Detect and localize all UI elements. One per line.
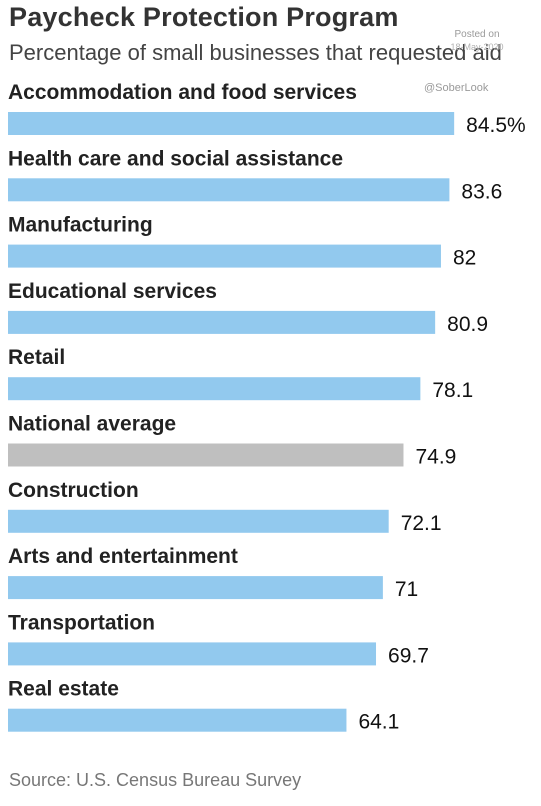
value-label-construction: 72.1 [401, 512, 442, 535]
value-label-health-care-and-social-assistance: 83.6 [461, 180, 502, 203]
value-label-transportation: 69.7 [388, 644, 429, 667]
category-label-construction: Construction [8, 479, 139, 502]
value-label-manufacturing: 82 [453, 247, 476, 270]
category-label-accommodation-and-food-services: Accommodation and food services [8, 81, 357, 104]
category-label-health-care-and-social-assistance: Health care and social assistance [8, 147, 343, 170]
bar-chart: Accommodation and food services 84.5% Heal… [8, 81, 526, 734]
bar-manufacturing [8, 244, 441, 268]
category-label-transportation: Transportation [8, 611, 155, 634]
category-label-real-estate: Real estate [8, 678, 119, 701]
watermark-posted: Posted on [454, 29, 500, 40]
chart-title: Paycheck Protection Program [9, 2, 399, 32]
bar-health-care-and-social-assistance [8, 178, 450, 202]
value-label-accommodation-and-food-services: 84.5% [466, 114, 526, 137]
value-label-national-average: 74.9 [415, 446, 456, 469]
watermark: Posted on 18-May-2020 [422, 28, 532, 54]
bar-retail [8, 377, 421, 401]
category-label-retail: Retail [8, 346, 65, 369]
bar-transportation [8, 642, 377, 666]
category-label-educational-services: Educational services [8, 280, 217, 303]
value-label-real-estate: 64.1 [358, 711, 399, 734]
source-note: Source: U.S. Census Bureau Survey [9, 770, 302, 790]
bar-real-estate [8, 708, 347, 732]
bar-construction [8, 509, 389, 533]
bar-accommodation-and-food-services [8, 112, 455, 135]
category-label-national-average: National average [8, 413, 176, 436]
bar-national-average [8, 443, 404, 467]
watermark-date: 18-May-2020 [450, 42, 504, 52]
category-label-manufacturing: Manufacturing [8, 214, 153, 237]
bar-educational-services [8, 310, 436, 334]
bar-arts-and-entertainment [8, 576, 383, 600]
value-label-arts-and-entertainment: 71 [395, 578, 418, 601]
value-label-educational-services: 80.9 [447, 313, 488, 336]
category-label-arts-and-entertainment: Arts and entertainment [8, 545, 238, 568]
chart-subtitle: Percentage of small businesses that requ… [9, 40, 502, 65]
watermark-handle: @SoberLook [424, 82, 489, 94]
value-label-retail: 78.1 [432, 379, 473, 402]
